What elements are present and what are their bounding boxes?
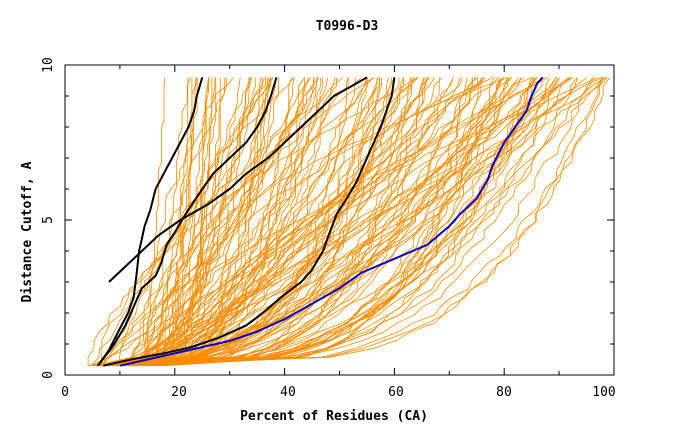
y-tick-label: 0 — [41, 371, 56, 379]
model-curve — [99, 77, 473, 367]
y-tick-label: 10 — [41, 57, 56, 73]
model-curve — [121, 77, 522, 367]
axis-ticks — [64, 64, 615, 376]
x-tick-label: 20 — [171, 385, 187, 400]
model-curve — [112, 77, 191, 367]
y-tick-label: 5 — [41, 216, 56, 224]
model-curve — [133, 77, 602, 367]
model-curve — [148, 77, 209, 366]
model-curve — [124, 77, 274, 367]
model-curve — [127, 77, 367, 367]
model-curve — [159, 77, 548, 366]
model-curve — [101, 77, 419, 366]
model-curve — [119, 77, 520, 367]
model-curve — [148, 77, 499, 367]
model-curve — [131, 77, 414, 367]
x-tick-labels: 0 20 40 60 80 100 — [61, 385, 616, 400]
model-curve — [90, 77, 320, 367]
highlight-4-curve — [108, 76, 368, 283]
model-curve — [110, 77, 426, 367]
model-curve — [99, 77, 503, 367]
model-curve — [154, 77, 560, 367]
model-curve — [100, 77, 574, 366]
model-curve — [113, 77, 263, 367]
model-curve — [161, 77, 210, 367]
model-curve — [155, 77, 375, 366]
model-curve — [117, 77, 603, 367]
highlight-1-curve — [97, 77, 204, 367]
x-tick-label: 0 — [61, 385, 69, 400]
model-curve — [121, 77, 595, 367]
model-curve — [100, 77, 266, 367]
model-curve — [138, 77, 509, 367]
model-curve — [116, 77, 405, 367]
x-tick-label: 100 — [592, 385, 615, 400]
model-curve — [141, 77, 280, 367]
model-curve — [127, 77, 369, 367]
model-curve — [154, 77, 473, 367]
model-curve — [153, 77, 476, 367]
model-curve — [128, 77, 379, 367]
model-curve — [134, 77, 508, 367]
model-curve — [109, 77, 606, 367]
model-curve — [100, 77, 253, 366]
model-curve — [157, 77, 533, 366]
model-curve — [118, 77, 166, 367]
model-curve — [148, 77, 570, 367]
x-axis-label: Percent of Residues (CA) — [240, 409, 428, 424]
model-curve — [154, 77, 221, 367]
model-curve — [134, 77, 270, 367]
model-curve — [152, 77, 348, 367]
model-curve — [146, 77, 324, 367]
background-model-curves — [87, 77, 611, 367]
model-curve — [130, 77, 454, 367]
model-curve — [108, 77, 461, 367]
model-curve — [140, 77, 349, 367]
model-curve — [132, 77, 315, 366]
model-curve — [105, 77, 578, 367]
chart-title: T0996-D3 — [316, 19, 379, 34]
model-curve — [145, 77, 508, 366]
model-curve — [154, 77, 227, 367]
highlighted-model-curves — [97, 76, 544, 367]
model-curve — [116, 77, 604, 367]
x-tick-label: 80 — [496, 385, 512, 400]
model-curve — [145, 77, 532, 367]
model-curve — [160, 77, 418, 366]
y-tick-labels: 0 5 10 — [41, 57, 56, 379]
model-curve — [100, 77, 599, 366]
y-axis-label: Distance Cutoff, A — [20, 161, 35, 302]
model-curve — [116, 77, 534, 367]
model-curve — [154, 77, 329, 367]
model-curve — [151, 77, 322, 367]
model-curve — [118, 77, 378, 367]
model-curve — [164, 77, 305, 367]
model-curve — [111, 77, 271, 367]
model-curve — [140, 77, 262, 366]
x-tick-label: 40 — [280, 385, 296, 400]
model-curve — [97, 77, 611, 367]
x-tick-label: 60 — [388, 385, 404, 400]
model-curve — [102, 77, 216, 367]
highlight-2-curve — [97, 77, 278, 367]
model-curve — [152, 77, 257, 366]
model-curve — [145, 77, 463, 367]
model-curve — [100, 77, 318, 367]
model-curve — [164, 77, 495, 367]
model-curve — [120, 77, 593, 367]
model-curve — [160, 77, 482, 367]
highlight-3-curve — [103, 77, 396, 367]
model-curve — [149, 77, 312, 367]
model-curve — [109, 77, 468, 367]
model-curve — [136, 77, 559, 367]
model-curve — [120, 77, 210, 367]
highlight-blue-curve — [119, 76, 544, 367]
model-curve — [155, 77, 412, 367]
model-curve — [98, 77, 513, 367]
